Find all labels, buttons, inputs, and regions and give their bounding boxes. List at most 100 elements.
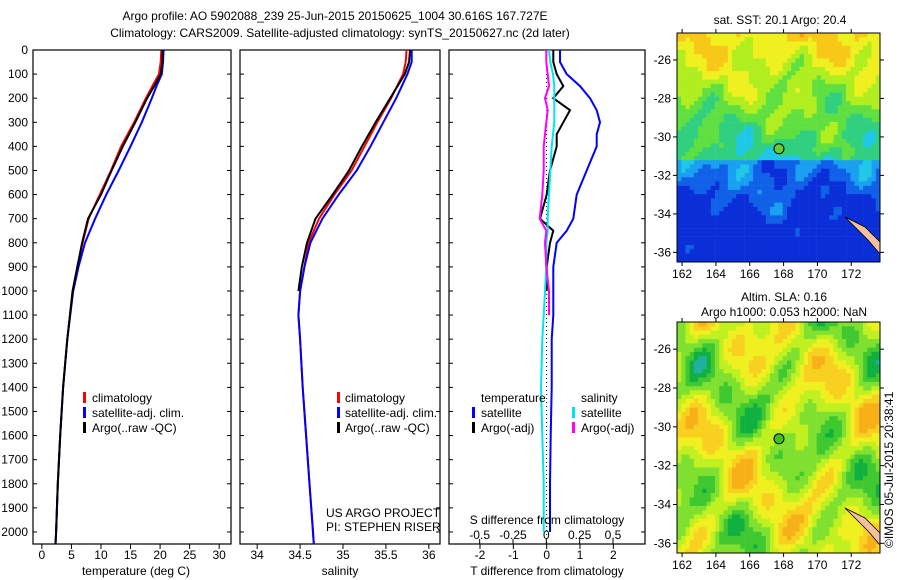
- map-cell: [795, 497, 800, 502]
- map-cell: [816, 548, 822, 554]
- map-cell: [799, 33, 805, 38]
- map-cell: [782, 420, 788, 425]
- map-cell: [816, 514, 822, 520]
- map-cell: [748, 71, 754, 76]
- map-cell: [719, 416, 724, 421]
- map-cell: [833, 420, 838, 425]
- map-cell: [698, 228, 703, 233]
- map-cell: [808, 369, 813, 374]
- map-cell: [820, 467, 826, 472]
- map-cell: [795, 71, 800, 76]
- map-cell: [820, 381, 826, 387]
- map-cell: [795, 420, 800, 425]
- map-cell: [841, 253, 847, 258]
- map-cell: [816, 71, 822, 76]
- map-cell: [825, 399, 830, 404]
- map-cell: [778, 100, 783, 106]
- difference-legend: temperature salinity satellite Argo(-adj…: [472, 391, 634, 435]
- map-cell: [710, 172, 716, 178]
- map-cell: [681, 476, 686, 481]
- map-cell: [841, 369, 847, 374]
- map-cell: [770, 450, 775, 455]
- map-cell: [732, 484, 737, 490]
- map-cell: [825, 96, 830, 102]
- map-cell: [689, 172, 695, 178]
- map-cell: [715, 463, 720, 468]
- map-cell: [753, 245, 758, 250]
- map-cell: [715, 228, 720, 233]
- map-cell: [837, 236, 843, 242]
- map-cell: [841, 88, 847, 93]
- map-cell: [808, 450, 813, 455]
- map-cell: [799, 143, 805, 148]
- map-cell: [719, 126, 724, 131]
- map-cell: [748, 373, 754, 378]
- map-cell: [761, 360, 767, 366]
- map-cell: [693, 518, 699, 524]
- map-cell: [795, 343, 800, 348]
- map-cell: [693, 236, 699, 242]
- map-cell: [689, 369, 695, 374]
- map-cell: [863, 219, 868, 225]
- map-cell: [753, 480, 758, 485]
- map-cell: [693, 130, 699, 135]
- map-cell: [787, 198, 792, 203]
- map-cell: [732, 160, 737, 165]
- map-cell: [854, 45, 860, 51]
- map-cell: [685, 360, 690, 366]
- map-cell: [791, 416, 796, 421]
- map-cell: [719, 164, 724, 169]
- map-cell: [693, 117, 699, 123]
- map-cell: [770, 219, 775, 225]
- map-cell: [740, 480, 745, 485]
- map-cell: [791, 257, 796, 263]
- map-cell: [795, 151, 800, 157]
- map-cell: [681, 330, 686, 336]
- map-cell: [871, 172, 876, 178]
- map-cell: [820, 164, 826, 169]
- map-cell: [816, 484, 822, 490]
- map-cell: [715, 50, 720, 55]
- map-cell: [774, 411, 779, 417]
- map-cell: [791, 463, 796, 468]
- map-cell: [765, 232, 771, 237]
- map-cell: [837, 50, 843, 55]
- map-cell: [715, 92, 720, 97]
- map-cell: [689, 488, 695, 494]
- map-cell: [685, 245, 690, 250]
- legend-swatch-climatology: [337, 392, 340, 403]
- map-cell: [719, 58, 724, 63]
- map-cell: [702, 514, 707, 520]
- map-cell: [812, 117, 817, 123]
- map-cell: [816, 334, 822, 340]
- map-cell: [799, 41, 805, 46]
- map-cell: [715, 206, 720, 212]
- map-cell: [787, 480, 792, 485]
- map-cell: [846, 257, 851, 263]
- map-cell: [757, 223, 762, 229]
- map-cell: [812, 105, 817, 110]
- map-cell: [732, 411, 737, 417]
- map-cell: [787, 219, 792, 225]
- map-cell: [774, 381, 779, 387]
- map-cell: [677, 531, 682, 537]
- map-cell: [829, 527, 834, 532]
- map-cell: [757, 381, 762, 387]
- map-cell: [787, 113, 792, 119]
- map-cell: [854, 117, 860, 123]
- map-cell: [744, 428, 750, 434]
- map-cell: [677, 232, 682, 237]
- map-cell: [685, 458, 690, 464]
- map-cell: [778, 330, 783, 336]
- map-cell: [723, 523, 728, 528]
- map-cell: [875, 177, 881, 182]
- map-cell: [710, 33, 716, 38]
- map-cell: [706, 223, 712, 229]
- map-cell: [715, 450, 720, 455]
- map-cell: [778, 497, 783, 502]
- map-cell: [732, 540, 737, 545]
- map-cell: [837, 326, 843, 331]
- map-cell: [677, 228, 682, 233]
- map-cell: [698, 113, 703, 119]
- map-cell: [761, 253, 767, 258]
